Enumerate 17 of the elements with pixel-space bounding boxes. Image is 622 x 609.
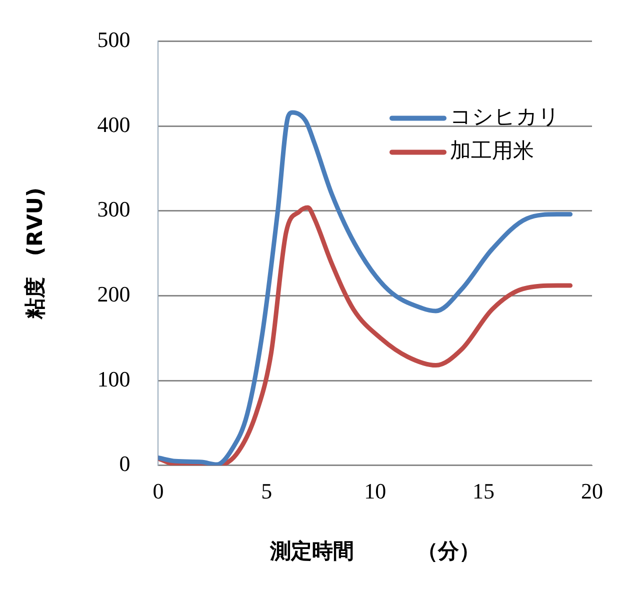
legend-label: コシヒカリ [450,104,560,129]
y-tick-label: 100 [97,366,130,392]
y-axis-title: 粘度 (RVU) [23,187,48,320]
y-tick-label: 0 [119,451,130,476]
line-series [158,205,573,466]
legend-label: 加工用米 [450,138,534,163]
y-tick-label: 400 [97,112,130,137]
y-tick-label: 200 [97,282,130,306]
x-tick-label: 10 [364,478,386,504]
y-tick-label: 500 [97,26,130,52]
y-tick-label: 300 [97,196,130,222]
x-tick-label: 15 [472,478,495,504]
x-tick-label: 20 [581,478,603,504]
x-tick-label: 0 [152,478,164,504]
x-tick-label: 5 [261,478,272,504]
line-series [158,110,573,466]
x-axis-title: 測定時間 （分） [269,538,480,563]
